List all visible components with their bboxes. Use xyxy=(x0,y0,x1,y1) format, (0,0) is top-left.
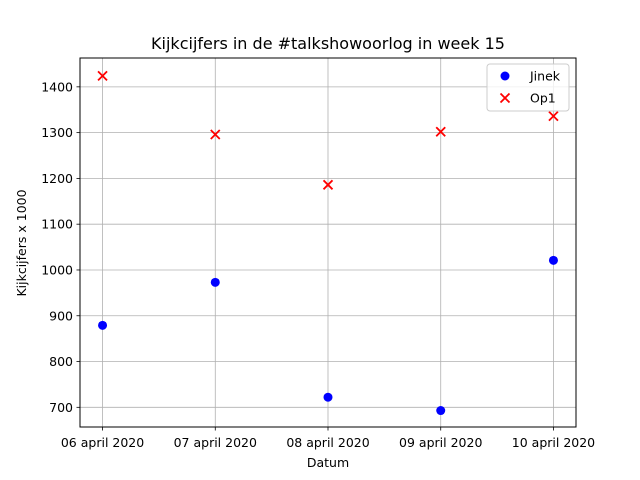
y-axis-label: Kijkcijfers x 1000 xyxy=(14,189,29,296)
legend: Jinek Op1 xyxy=(486,63,570,112)
point-jinek xyxy=(98,320,108,330)
chart-title: Kijkcijfers in de #talkshowoorlog in wee… xyxy=(151,34,505,53)
legend-marker-jinek xyxy=(500,71,510,81)
x-axis: 06 april 2020 07 april 2020 08 april 2020 0… xyxy=(61,427,595,450)
x-tick-label: 10 april 2020 xyxy=(512,435,595,450)
legend-label-jinek: Jinek xyxy=(529,69,561,84)
y-tick-label: 1400 xyxy=(41,79,73,94)
y-tick-label: 1100 xyxy=(41,217,73,232)
x-tick-label: 06 april 2020 xyxy=(61,435,144,450)
y-tick-label: 900 xyxy=(49,308,73,323)
legend-label-op1: Op1 xyxy=(530,91,556,106)
point-op1 xyxy=(435,126,446,137)
data-points xyxy=(97,70,559,416)
x-tick-label: 08 april 2020 xyxy=(286,435,369,450)
x-tick-label: 09 april 2020 xyxy=(399,435,482,450)
y-tick-label: 800 xyxy=(49,354,73,369)
y-tick-label: 1200 xyxy=(41,171,73,186)
point-op1 xyxy=(210,129,221,140)
y-tick-label: 700 xyxy=(49,400,73,415)
x-tick-label: 07 april 2020 xyxy=(174,435,257,450)
point-op1 xyxy=(97,70,108,81)
point-jinek xyxy=(436,406,446,416)
grid xyxy=(80,58,576,427)
point-op1 xyxy=(548,111,559,122)
point-jinek xyxy=(548,255,558,265)
point-op1 xyxy=(322,179,334,190)
point-jinek xyxy=(210,277,220,287)
y-axis: 700 800 900 1000 1100 1200 1300 1400 xyxy=(41,79,80,415)
y-tick-label: 1300 xyxy=(41,125,73,140)
point-jinek xyxy=(323,392,333,402)
legend-marker-op1 xyxy=(499,92,511,104)
x-axis-label: Datum xyxy=(307,455,349,470)
y-tick-label: 1000 xyxy=(41,262,73,277)
